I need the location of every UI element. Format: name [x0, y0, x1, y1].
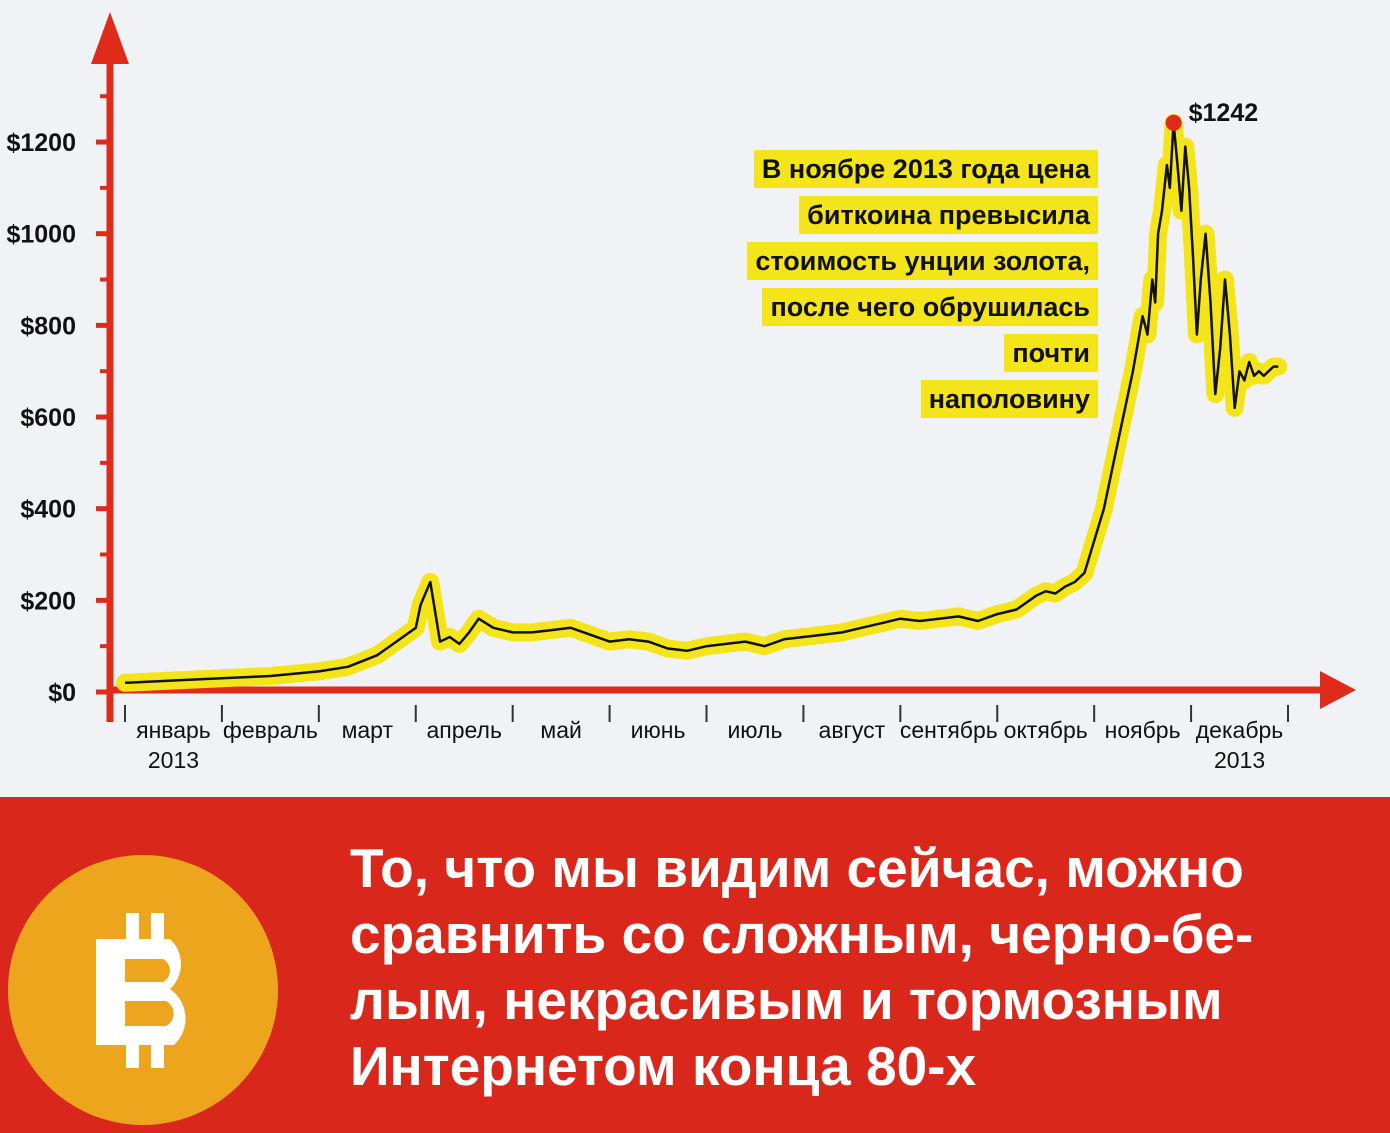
chart-svg: $0 $200 $400 $600 $800 $1000 $1200 январь 2013 фе…: [6, 12, 1356, 773]
annotation-line: наполовину: [920, 380, 1098, 418]
x-tick-label: июль: [727, 717, 782, 743]
annotation-line: стоимость унции золота,: [747, 242, 1098, 280]
x-tick-label: сентябрь: [900, 717, 998, 743]
x-axis-arrow: [1320, 671, 1356, 709]
peak-marker: [1165, 114, 1182, 131]
x-tick-label: 2013: [1214, 747, 1265, 773]
y-tick-label: $0: [48, 679, 76, 707]
y-tick-label: $1000: [6, 221, 76, 249]
price-line: [124, 121, 1279, 685]
x-tick-label: июнь: [631, 717, 686, 743]
x-tick-label: 2013: [148, 747, 199, 773]
x-tick-label: октябрь: [1004, 717, 1088, 743]
annotation-line: В ноябре 2013 года цена: [753, 150, 1098, 188]
y-tick-label: $200: [20, 587, 76, 615]
annotation-line: биткоина превысила: [799, 196, 1098, 234]
x-tick-label: август: [819, 717, 886, 743]
y-tick-label: $600: [20, 404, 76, 432]
quote-banner: То, что мы видим сейчас, можно сравнить …: [0, 797, 1390, 1133]
y-axis-arrow: [91, 12, 129, 64]
x-tick-label: май: [540, 717, 581, 743]
x-tick-label: февраль: [223, 717, 318, 743]
bitcoin-symbol-icon: [8, 855, 278, 1125]
x-tick-label: ноябрь: [1105, 717, 1181, 743]
bitcoin-price-chart: $0 $200 $400 $600 $800 $1000 $1200 январь 2013 фе…: [6, 12, 1356, 773]
x-tick-label: март: [342, 717, 394, 743]
y-tick-label: $400: [20, 496, 76, 524]
y-tick-label: $1200: [6, 129, 76, 157]
quote-text: То, что мы видим сейчас, можно сравнить …: [350, 837, 1254, 1097]
chart-annotation: В ноябре 2013 года цена биткоина превыси…: [690, 146, 1098, 422]
x-tick-label: январь: [136, 717, 211, 743]
x-tick-label: апрель: [426, 717, 501, 743]
y-tick-label: $800: [20, 312, 76, 340]
x-tick-label: декабрь: [1196, 717, 1284, 743]
peak-label: $1242: [1189, 99, 1259, 127]
annotation-line: после чего обрушилась почти: [762, 288, 1098, 372]
